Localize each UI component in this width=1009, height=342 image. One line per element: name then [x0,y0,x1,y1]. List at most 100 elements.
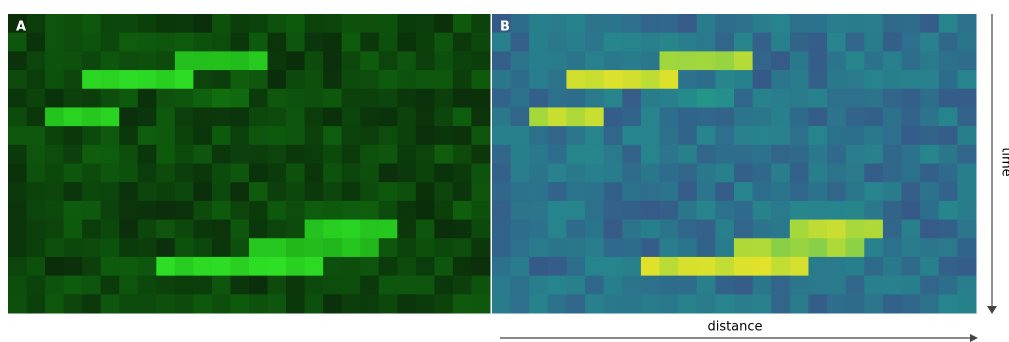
pixel [323,51,342,70]
pixel [753,14,772,33]
pixel [864,126,883,145]
pixel [846,220,865,239]
pixel [82,201,101,220]
pixel [939,257,958,276]
pixel [548,145,567,164]
pixel [268,238,287,257]
pixel [175,145,194,164]
pixel [920,126,939,145]
pixel [453,33,472,52]
pixel [27,145,46,164]
pixel [939,14,958,33]
pixel [753,182,772,201]
pixel [939,51,958,70]
pixel [604,126,623,145]
pixel [641,107,660,126]
pixel [753,33,772,52]
pixel [453,276,472,295]
pixel [45,294,64,313]
pixel [156,33,175,52]
pixel [305,238,324,257]
pixel [305,14,324,33]
pixel [715,145,734,164]
pixel [622,276,641,295]
pixel [492,257,511,276]
pixel [64,145,83,164]
pixel [864,220,883,239]
pixel [715,126,734,145]
pixel [175,276,194,295]
pixel [920,201,939,220]
pixel [864,257,883,276]
pixel [342,51,361,70]
pixel [734,70,753,89]
pixel [846,257,865,276]
pixel [416,257,435,276]
pixel [548,51,567,70]
pixel [360,14,379,33]
pixel [585,164,604,183]
pixel [585,276,604,295]
pixel [119,164,138,183]
pixel [827,257,846,276]
pixel [902,51,921,70]
pixel [119,276,138,295]
pixel [212,201,231,220]
pixel [641,220,660,239]
pixel [8,201,27,220]
pixel [453,51,472,70]
pixel [492,276,511,295]
pixel [641,70,660,89]
pixel [101,51,120,70]
pixel [790,70,809,89]
pixel [397,276,416,295]
pixel [434,164,453,183]
pixel [566,257,585,276]
pixel [492,51,511,70]
pixel [846,51,865,70]
pixel [790,126,809,145]
pixel [323,164,342,183]
pixel [230,238,249,257]
pixel [156,201,175,220]
pixel [753,220,772,239]
pixel [734,201,753,220]
pixel [268,276,287,295]
pixel [753,238,772,257]
pixel [323,89,342,108]
pixel [827,89,846,108]
pixel [471,257,490,276]
pixel [715,51,734,70]
pixel [138,276,157,295]
pixel [902,294,921,313]
pixel [212,182,231,201]
pixel [697,220,716,239]
pixel [305,51,324,70]
pixel [641,182,660,201]
pixel [249,276,268,295]
pixel [212,14,231,33]
pixel [64,89,83,108]
pixel [864,89,883,108]
pixel [864,294,883,313]
pixel [286,257,305,276]
pixel [566,89,585,108]
pixel [82,182,101,201]
pixel [883,182,902,201]
pixel [511,70,530,89]
pixel [286,89,305,108]
pixel [305,70,324,89]
pixel [101,201,120,220]
page: A B time distance (() => { const data = … [0,0,1009,342]
pixel [416,220,435,239]
pixel [323,145,342,164]
pixel [453,164,472,183]
pixel [939,201,958,220]
pixel [697,70,716,89]
pixel [230,276,249,295]
pixel [622,145,641,164]
pixel [585,14,604,33]
pixel [101,126,120,145]
pixel [342,294,361,313]
pixel [957,257,976,276]
